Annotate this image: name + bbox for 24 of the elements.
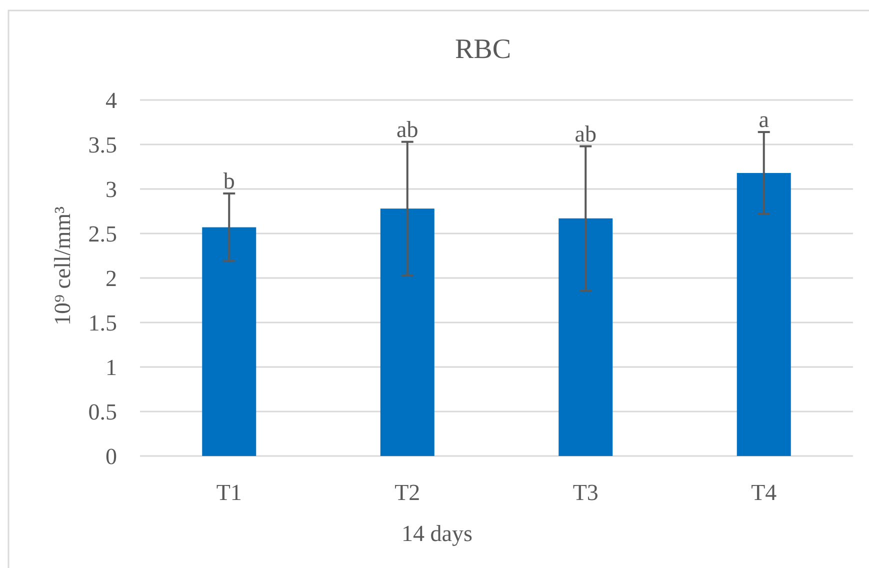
x-tick-label: T2 <box>394 480 420 505</box>
x-axis-title: 14 days <box>402 521 472 546</box>
y-axis-title: 10⁹ cell/mm³ <box>50 206 75 326</box>
annotation: ab <box>396 116 418 142</box>
annotation: b <box>223 168 235 194</box>
y-tick-label: 4 <box>106 88 118 114</box>
bar <box>558 218 613 456</box>
y-tick-label: 1.5 <box>88 310 117 336</box>
x-tick-label: T4 <box>751 480 778 505</box>
y-tick-label: 1 <box>106 355 117 380</box>
annotation: ab <box>574 121 596 146</box>
chart-title: RBC <box>454 34 512 65</box>
y-tick-label: 3 <box>106 177 117 202</box>
annotation: a <box>758 107 769 132</box>
y-tick-label: 2.5 <box>88 222 117 247</box>
bar <box>380 208 434 456</box>
x-tick-label: T1 <box>216 480 242 505</box>
x-tick-label: T3 <box>572 480 598 505</box>
bar <box>736 172 791 456</box>
y-tick-label: 0 <box>106 444 117 470</box>
y-tick-label: 2 <box>106 266 117 292</box>
y-tick-label: 0.5 <box>88 400 117 425</box>
bar <box>202 227 256 456</box>
y-tick-label: 3.5 <box>88 132 117 158</box>
